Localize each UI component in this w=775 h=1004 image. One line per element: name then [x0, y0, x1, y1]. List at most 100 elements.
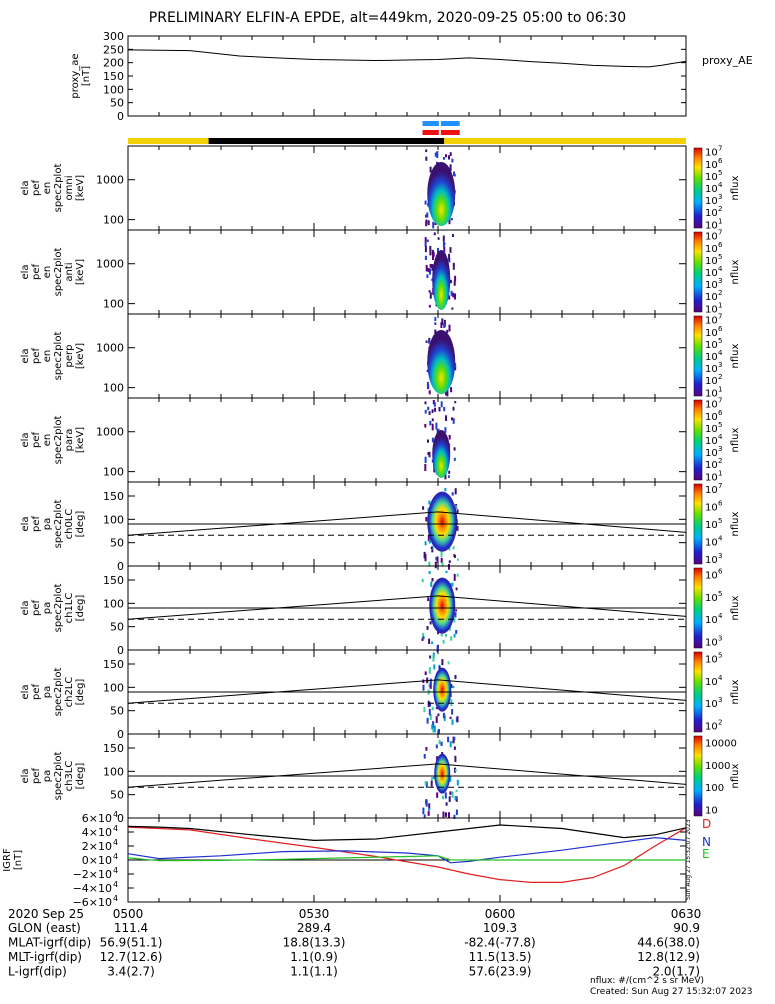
spec_omni-ylabel: ela pef en spec2plot omni [keV]	[20, 164, 86, 213]
pixel	[437, 428, 440, 432]
ytick-label: 250	[103, 43, 124, 56]
igrf-series-E	[127, 855, 686, 862]
proxy-ae-line	[127, 49, 687, 68]
pa_ch1-ylabel: ela pef pa spec2plot ch1LC [deg]	[20, 584, 86, 633]
pixel	[442, 811, 445, 818]
pa_ch2-colorbar	[693, 651, 703, 733]
colorbar-tick-exponent: 5	[718, 652, 722, 660]
colorbar-tick-exponent: 6	[718, 157, 723, 165]
igrf-legend-N: N	[702, 835, 711, 849]
colorbar-tick-label: 10	[705, 172, 718, 183]
pixel	[434, 222, 437, 225]
pixel	[450, 290, 453, 296]
colorbar-tick-exponent: 2	[718, 373, 722, 381]
igrf-series-D	[127, 826, 687, 883]
pixel	[456, 573, 459, 577]
ytick-label: 50	[110, 621, 124, 634]
spec_omni-colorbar-tick: 10 6	[705, 157, 723, 171]
x-tick-label: 0600	[485, 907, 516, 921]
pixel	[435, 556, 438, 561]
pa_ch3-colorbar-tick: 1000	[705, 761, 730, 772]
pixel	[426, 274, 429, 279]
pa_ch3-colorbar	[693, 735, 703, 817]
colorbar-tick-label: 10	[705, 376, 718, 387]
colorbar-tick-label: 10	[705, 148, 718, 159]
pixel	[445, 154, 447, 158]
axis-label-line: spec2plot	[53, 332, 64, 381]
axis-label-line: spec2plot	[53, 164, 64, 213]
pa_ch0-zlabel: nflux	[730, 511, 741, 536]
axis-label-line: [deg]	[75, 595, 86, 622]
pixel	[428, 538, 431, 544]
x-axis-row-value: 2.0(1.7)	[652, 965, 700, 979]
pixel	[449, 627, 451, 631]
pixel	[450, 699, 453, 707]
ytick-label: 100	[103, 513, 124, 526]
colorbar-tick-label: 10000	[705, 739, 737, 750]
x-axis-row-value: 109.3	[483, 921, 517, 935]
pixel	[424, 401, 427, 405]
colorbar-tick-label: 100	[705, 783, 724, 794]
spec_omni-colorbar-tick: 10 3	[705, 193, 722, 207]
pixel	[428, 666, 431, 674]
ytick-label-exponent: 4	[113, 866, 118, 875]
axis-label-line: omni	[64, 176, 75, 201]
axis-label-line: ch2LC	[64, 677, 75, 708]
pixel	[445, 812, 447, 817]
pixel	[448, 470, 451, 474]
colorbar-tick-exponent: 6	[718, 241, 723, 249]
pixel	[446, 389, 449, 397]
colorbar-tick-exponent: 5	[718, 169, 722, 177]
pixel	[426, 369, 429, 373]
axis-label-line: [deg]	[75, 763, 86, 790]
pixel	[425, 221, 428, 227]
pixel	[434, 329, 437, 334]
pixel	[429, 268, 431, 275]
axis-label-line: pa	[42, 770, 53, 782]
pixel	[443, 323, 446, 328]
pa_ch3-zlabel: nflux	[730, 763, 741, 788]
pixel	[427, 406, 430, 411]
pixel	[452, 292, 455, 298]
spec_perp-colorbar	[693, 315, 703, 397]
ytick-label: 0	[117, 560, 124, 573]
axis-label-line: pa	[42, 518, 53, 530]
pa_ch2-anti-loss-cone	[127, 679, 687, 704]
pixel	[434, 407, 437, 412]
colorbar-tick-exponent: 7	[718, 397, 722, 405]
spec_omni-colorbar	[693, 147, 703, 229]
axis-label-line: pef	[31, 516, 42, 533]
pa_ch0-colorbar-tick: 10 7	[705, 482, 722, 496]
spec_anti-colorbar-tick: 10 3	[705, 277, 722, 291]
pixel	[430, 780, 433, 787]
proxy-ae-ylabel: proxy_ae [nT]	[70, 53, 92, 98]
pixel	[454, 555, 456, 558]
ytick-label: 150	[103, 574, 124, 587]
pixel	[427, 268, 430, 273]
colorbar-tick-exponent: 5	[718, 590, 722, 598]
pixel	[431, 423, 434, 431]
pixel	[428, 451, 431, 458]
pixel	[453, 814, 456, 820]
ytick-label: 0	[117, 812, 124, 825]
colorbar-tick-exponent: 7	[718, 145, 722, 153]
pixel	[429, 714, 432, 720]
pixel	[448, 295, 451, 300]
pixel	[456, 779, 459, 786]
pixel	[431, 724, 434, 730]
x-axis-row-value: 289.4	[297, 921, 331, 935]
panel-frame-spec_omni	[127, 145, 687, 231]
colorbar-tick-label: 10	[705, 196, 718, 207]
pixel	[435, 707, 438, 710]
colorbar-tick-exponent: 4	[718, 349, 723, 357]
pixel	[423, 707, 426, 713]
pixel	[454, 675, 457, 680]
colorbar-tick-label: 10	[705, 460, 718, 471]
pixel	[433, 664, 436, 670]
spec_perp-intensity-blob	[427, 330, 456, 394]
pixel	[454, 612, 457, 618]
pixel	[451, 417, 453, 421]
pixel	[422, 636, 425, 640]
spec_anti-colorbar	[693, 231, 703, 313]
